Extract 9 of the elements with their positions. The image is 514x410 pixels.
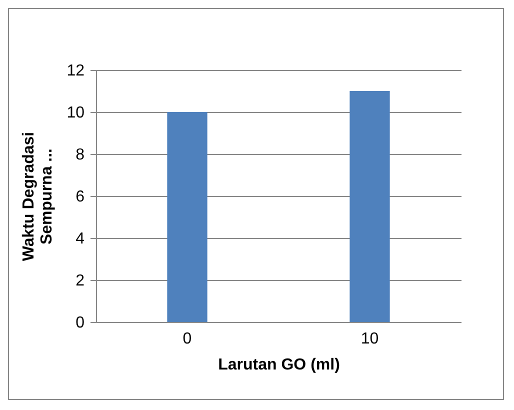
y-tick-label: 12 [66, 62, 85, 80]
y-tick-label: 10 [66, 104, 85, 122]
y-tick-label: 0 [76, 314, 85, 332]
y-tick-label: 4 [76, 230, 85, 248]
y-tick-label: 2 [76, 272, 85, 290]
y-tick-label: 6 [76, 188, 85, 206]
y-tick-label: 8 [76, 146, 85, 164]
y-axis-title: Waktu Degradasi Sempurna ... [20, 132, 56, 262]
x-axis-title: Larutan GO (ml) [218, 356, 340, 374]
